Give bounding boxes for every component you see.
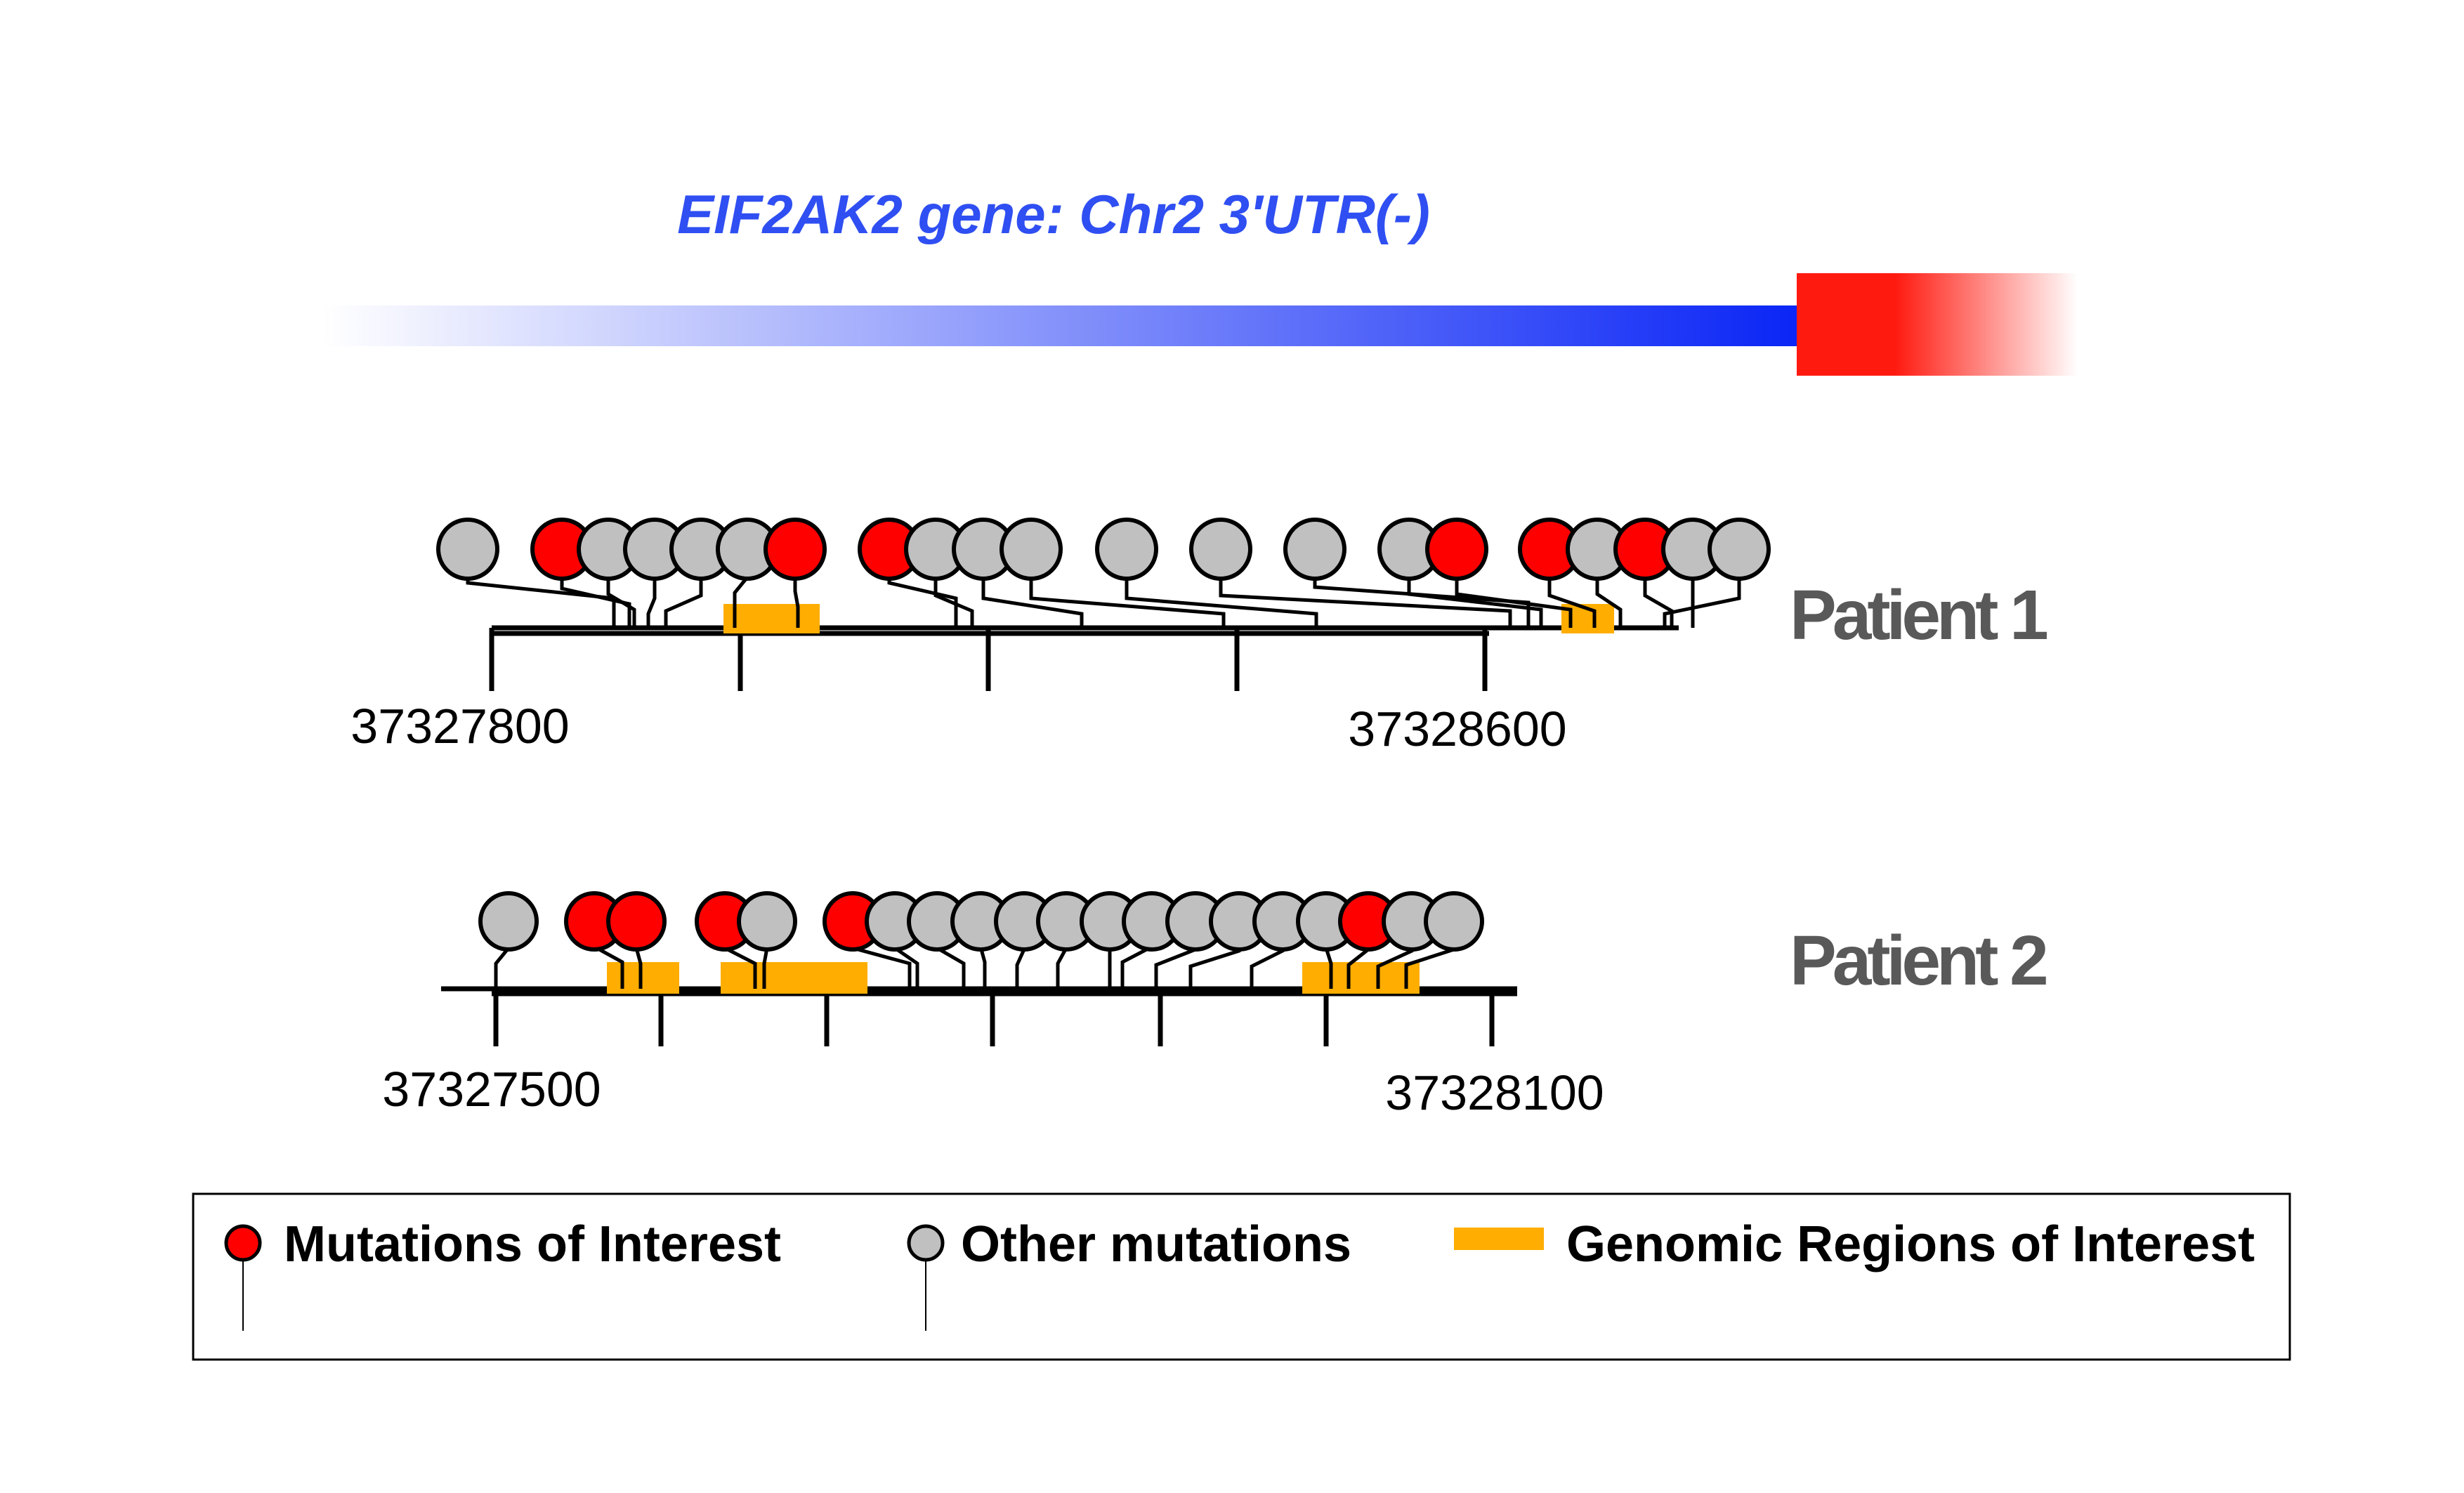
coord-end-label: 37328100 xyxy=(1385,1065,1604,1120)
mutation-lollipop-other xyxy=(1189,518,1512,628)
lollipop-stem xyxy=(893,945,919,989)
mutation-lollipop-other xyxy=(1120,891,1182,989)
mutation-lollipop-other xyxy=(478,891,539,989)
patient-1-track xyxy=(489,625,1679,691)
mutation-lollipop-interest xyxy=(606,891,667,989)
patient-2-regions xyxy=(607,962,1420,994)
mutation-lollipop-other xyxy=(950,891,1011,989)
gene-title: EIF2AK2 gene: Chr2 3'UTR(-) xyxy=(677,183,1430,245)
lollipop-stem xyxy=(1029,579,1226,628)
lollipop-head xyxy=(478,891,539,952)
legend-other-symbol xyxy=(907,1224,945,1331)
patient-2-label: Patient 2 xyxy=(1790,921,2046,1000)
lollipop-stem xyxy=(1250,949,1285,989)
genomic-region xyxy=(723,604,820,633)
lollipop-stem xyxy=(560,579,631,628)
lollipop-stem xyxy=(981,579,1084,628)
lollipop-stem xyxy=(1120,943,1154,989)
lollipop-stem xyxy=(1346,948,1370,989)
patient-1-lollipops xyxy=(436,518,1771,628)
mutation-lollipop-other xyxy=(737,891,797,989)
mutation-lollipop-other xyxy=(716,518,779,628)
patient-1-label: Patient 1 xyxy=(1790,576,2047,655)
lollipop-stem xyxy=(793,579,800,628)
lollipop-stem xyxy=(646,579,657,628)
lollipop-head xyxy=(606,891,667,952)
mutation-lollipop-interest xyxy=(1518,518,1597,628)
lollipop-stem xyxy=(1595,579,1623,628)
mutation-lollipop-interest xyxy=(564,891,624,989)
lollipop-stem xyxy=(1404,947,1455,989)
lollipop-head xyxy=(1000,518,1063,581)
legend-region-swatch xyxy=(1454,1228,1544,1250)
legend: Mutations of Interest Other mutations Ge… xyxy=(192,1192,2291,1361)
lollipop-stem xyxy=(494,942,511,989)
lollipop-head xyxy=(1425,518,1488,581)
lollipop-head xyxy=(1424,891,1484,952)
lollipop-stem xyxy=(1056,947,1068,989)
coord-start-label: 37327800 xyxy=(350,699,569,754)
lollipop-stem xyxy=(1663,579,1741,628)
lollipop-head xyxy=(1708,518,1771,581)
patient-2-track xyxy=(441,986,1517,1046)
lollipop-head xyxy=(1283,518,1346,581)
lollipop-stem xyxy=(935,945,966,989)
lollipop-stem xyxy=(1219,579,1512,628)
lollipop-stem xyxy=(933,579,974,628)
lollipop-stem xyxy=(1188,949,1241,989)
legend-box xyxy=(192,1192,2291,1361)
genomic-region xyxy=(721,962,867,994)
mutation-lollipop-interest xyxy=(858,518,958,628)
legend-region-label: Genomic Regions of Interest xyxy=(1566,1216,2255,1272)
legend-other-label: Other mutations xyxy=(961,1216,1351,1272)
lollipop-stem xyxy=(978,946,987,989)
mutation-lollipop-other xyxy=(1404,891,1484,989)
lollipop-stem xyxy=(1407,579,1543,628)
gene-bar-blue xyxy=(323,305,1800,346)
coord-start-label: 37327500 xyxy=(382,1062,601,1117)
lollipop-head xyxy=(1095,518,1158,581)
lollipop-stem xyxy=(1547,579,1597,628)
lollipop-head xyxy=(436,518,499,581)
genomic-region xyxy=(1302,962,1420,994)
mutation-lollipop-other xyxy=(1095,518,1318,628)
lollipop-head xyxy=(1189,518,1252,581)
lollipop-stem xyxy=(1015,948,1026,989)
mutation-lollipop-other xyxy=(1000,518,1226,628)
lollipop-stem xyxy=(1154,947,1196,989)
legend-interest-label: Mutations of Interest xyxy=(284,1216,781,1272)
coord-end-label: 37328600 xyxy=(1348,702,1566,756)
mutation-lollipop-interest xyxy=(764,518,827,628)
lollipop-head xyxy=(737,891,797,952)
genomic-region xyxy=(607,962,679,994)
legend-interest-symbol xyxy=(224,1224,262,1331)
lollipop-stem xyxy=(1125,579,1318,628)
mutation-lollipop-other xyxy=(1663,518,1771,628)
mutation-lollipop-interest xyxy=(823,891,912,989)
lollipop-stem xyxy=(1455,579,1573,628)
lollipop-stem xyxy=(606,579,636,628)
lollipop-head xyxy=(764,518,827,581)
mutation-lollipop-other xyxy=(436,518,616,628)
lollipop-stem xyxy=(466,579,616,628)
lollipop-stem xyxy=(887,579,958,628)
gene-bar-red xyxy=(1797,273,2078,376)
lollipop-stem xyxy=(664,579,703,628)
patient-2-lollipops xyxy=(478,891,1484,989)
lollipop-stem xyxy=(1643,579,1674,628)
mutation-lollipop-interest xyxy=(1425,518,1573,628)
